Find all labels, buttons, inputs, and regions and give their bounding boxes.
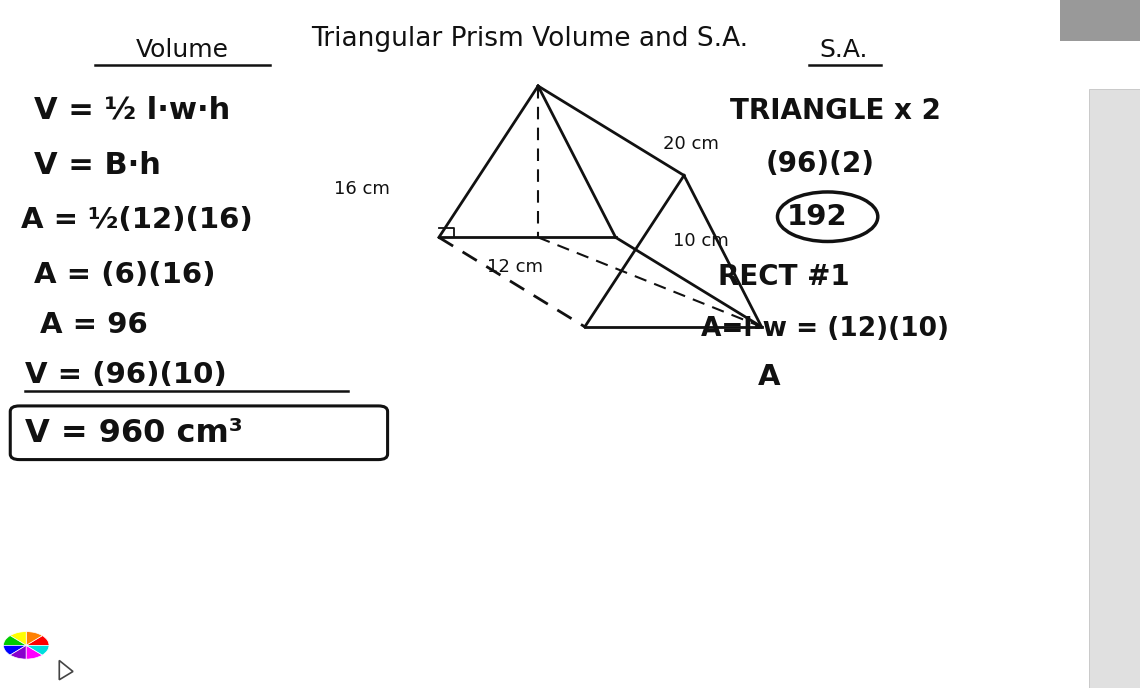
Text: V = B·h: V = B·h [34, 151, 161, 180]
Text: RECT #1: RECT #1 [718, 263, 849, 290]
Wedge shape [26, 645, 49, 655]
Text: S.A.: S.A. [820, 38, 868, 62]
Text: A=l·w = (12)(10): A=l·w = (12)(10) [701, 316, 950, 342]
Text: (96)(2): (96)(2) [766, 150, 876, 178]
Text: TRIANGLE x 2: TRIANGLE x 2 [730, 98, 940, 125]
Text: 192: 192 [787, 203, 847, 230]
Wedge shape [10, 632, 26, 645]
Text: A = 96: A = 96 [40, 311, 148, 338]
Text: A = ½(12)(16): A = ½(12)(16) [21, 206, 252, 234]
Bar [1060, 0, 1140, 41]
Text: V = ½ l·w·h: V = ½ l·w·h [34, 96, 230, 125]
Wedge shape [3, 645, 26, 655]
Text: 12 cm: 12 cm [487, 258, 544, 276]
Text: V = (96)(10): V = (96)(10) [25, 361, 227, 389]
Text: A = (6)(16): A = (6)(16) [34, 261, 215, 289]
Text: A: A [758, 363, 781, 391]
Text: Volume: Volume [136, 38, 229, 62]
Text: 16 cm: 16 cm [334, 180, 390, 198]
Wedge shape [26, 632, 42, 645]
Wedge shape [3, 636, 26, 645]
Text: Triangular Prism Volume and S.A.: Triangular Prism Volume and S.A. [311, 26, 749, 52]
Wedge shape [26, 636, 49, 645]
Text: 20 cm: 20 cm [663, 136, 719, 153]
Text: V = 960 cm³: V = 960 cm³ [25, 418, 243, 449]
Bar [1089, 89, 1140, 688]
Wedge shape [10, 645, 26, 659]
Text: 10 cm: 10 cm [673, 232, 728, 250]
Wedge shape [26, 645, 42, 659]
Polygon shape [59, 660, 73, 680]
